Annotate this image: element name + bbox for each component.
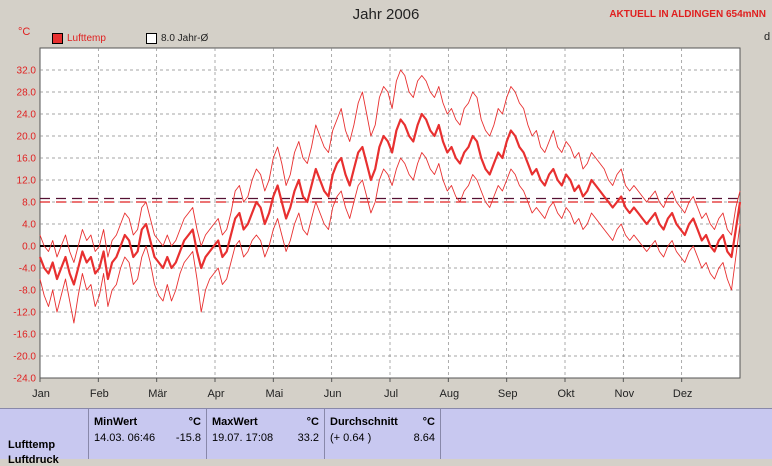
y-tick-label: 24.0: [17, 110, 37, 121]
y-tick-label: -12.0: [13, 308, 36, 319]
y-tick-label: 0.0: [22, 242, 36, 253]
legend-label: Lufttemp: [67, 32, 106, 44]
legend-item-lufttemp[interactable]: Lufttemp: [52, 32, 106, 44]
y-axis-unit: °C: [18, 26, 31, 38]
max-unit: °C: [306, 416, 319, 428]
legend-label: 8.0 Jahr-Ø: [161, 32, 209, 44]
min-value: -15.8: [175, 432, 201, 444]
y-tick-label: -24.0: [13, 374, 36, 385]
y-tick-label: -8.0: [19, 286, 37, 297]
x-tick-label: Jan: [32, 388, 50, 400]
avg-unit: °C: [422, 416, 435, 428]
stats-min-cell: MinWert °C 14.03. 06:46 -15.8: [88, 409, 207, 459]
x-tick-label: Aug: [440, 388, 460, 400]
min-header: MinWert: [94, 416, 138, 428]
avg-header: Durchschnitt: [330, 416, 398, 428]
x-tick-labels: Jan Feb Mär Apr Mai Jun Jul Aug Sep Okt Nov Dez: [32, 388, 692, 400]
stats-row-label-2: Luftdruck: [8, 454, 59, 466]
x-tick-label: Apr: [207, 388, 224, 400]
avg-value: 8.64: [413, 432, 435, 444]
stats-max-cell: MaxWert °C 19.07. 17:08 33.2: [206, 409, 325, 459]
temperature-chart: 32.0 28.0 24.0 20.0 16.0 12.0 8.0 4.0 0.0 -4.0 -8.…: [13, 47, 742, 400]
legend-item-average[interactable]: 8.0 Jahr-Ø: [146, 32, 208, 44]
max-header: MaxWert: [212, 416, 258, 428]
series-line-tmin: [39, 152, 741, 324]
legend-checkbox-icon: [146, 32, 157, 44]
legend-swatch-icon: [52, 32, 63, 44]
y-tick-label: 32.0: [17, 66, 37, 77]
y-tick-label: 4.0: [22, 220, 36, 231]
min-date: 14.03. 06:46: [94, 432, 156, 444]
y-tick-label: -16.0: [13, 330, 36, 341]
x-tick-label: Dez: [673, 388, 693, 400]
x-tick-label: Feb: [90, 388, 109, 400]
series-lines: [38, 69, 742, 324]
stats-empty-cell: [440, 409, 771, 459]
x-tick-label: Okt: [557, 388, 574, 400]
y-tick-labels: 32.0 28.0 24.0 20.0 16.0 12.0 8.0 4.0 0.0 -4.0 -8.…: [13, 66, 36, 385]
y-tick-label: -20.0: [13, 352, 36, 363]
y-tick-label: 16.0: [17, 154, 37, 165]
chart-title: Jahr 2006: [352, 6, 420, 23]
right-edge-text: d: [764, 31, 771, 43]
y-tick-label: -4.0: [19, 264, 37, 275]
x-tick-label: Jul: [384, 388, 398, 400]
y-tick-label: 8.0: [22, 198, 36, 209]
x-tick-label: Mär: [148, 388, 167, 400]
x-tick-label: Mai: [265, 388, 283, 400]
y-tick-label: 20.0: [17, 132, 37, 143]
min-unit: °C: [188, 416, 201, 428]
x-tick-label: Jun: [324, 388, 342, 400]
max-date: 19.07. 17:08: [212, 432, 274, 444]
grid-lines: [39, 48, 740, 382]
stats-row-label: Lufttemp: [8, 439, 56, 451]
series-line-tmax: [39, 69, 741, 263]
y-tick-label: 28.0: [17, 88, 37, 99]
avg-delta: (+ 0.64 ): [330, 432, 372, 444]
statistics-table: Lufttemp Luftdruck MinWert °C 14.03. 06:…: [0, 408, 772, 466]
y-tick-label: 12.0: [17, 176, 37, 187]
x-tick-label: Sep: [498, 388, 518, 400]
x-tick-label: Nov: [615, 388, 635, 400]
max-value: 33.2: [297, 432, 319, 444]
series-line-lufttemp: [38, 112, 742, 286]
station-label: AKTUELL IN ALDINGEN 654mNN: [609, 9, 766, 20]
stats-avg-cell: Durchschnitt °C (+ 0.64 ) 8.64: [324, 409, 441, 459]
